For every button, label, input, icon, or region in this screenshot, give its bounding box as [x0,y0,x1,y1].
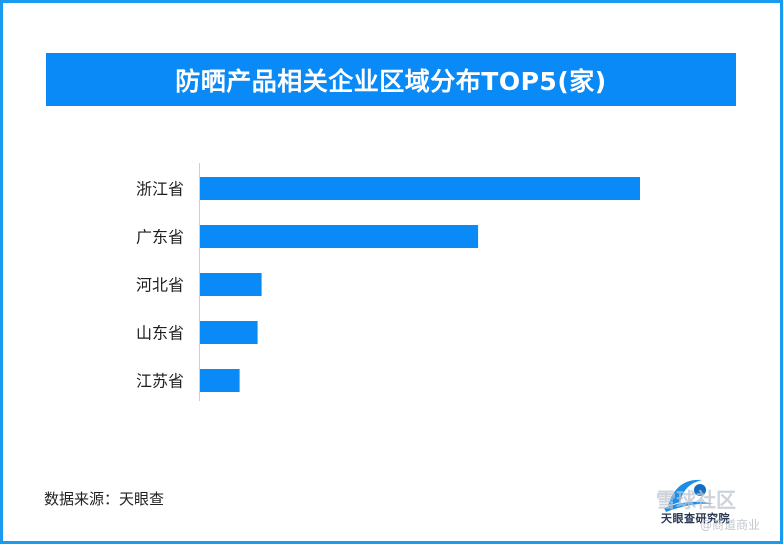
watermark-main: 雪球社区 [656,488,736,512]
bar-3 [200,273,262,296]
watermark-sub: @商道商业 [700,518,761,532]
category-label-4: 山东省 [136,324,184,343]
logo-text: 天眼查研究院 [661,512,730,525]
tianyancha-logo [664,479,714,512]
bars-group [200,177,640,392]
bar-4 [200,321,258,344]
category-label-1: 浙江省 [136,180,184,199]
title-bar: 防晒产品相关企业区域分布TOP5(家) [46,53,736,106]
category-label-2: 广东省 [136,228,184,247]
data-source-note: 数据来源：天眼查 [44,490,165,508]
category-label-5: 江苏省 [136,372,184,391]
bar-2 [200,225,479,248]
bar-1 [200,177,640,200]
bar-5 [200,369,240,392]
category-label-3: 河北省 [136,276,184,295]
chart-title: 防晒产品相关企业区域分布TOP5(家) [175,66,607,96]
